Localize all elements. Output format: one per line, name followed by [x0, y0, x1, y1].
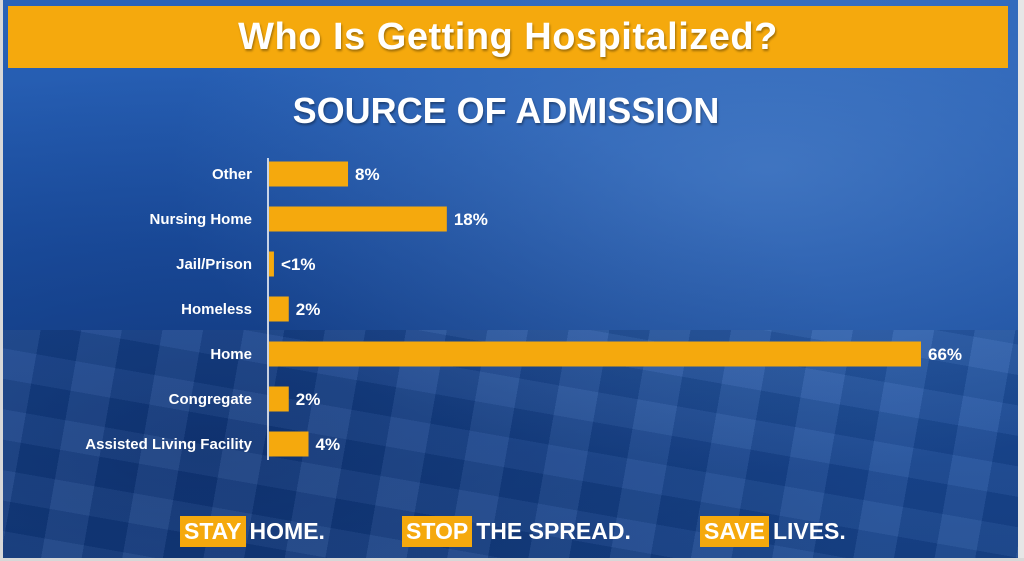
- bar: [269, 386, 289, 412]
- footer-slogans: STAY HOME. STOP THE SPREAD. SAVE LIVES.: [0, 514, 1024, 548]
- data-label: 18%: [454, 210, 488, 229]
- category-label: Congregate: [169, 391, 252, 408]
- category-label: Home: [210, 346, 252, 363]
- slogan-text: LIVES.: [772, 517, 846, 544]
- category-label: Homeless: [181, 301, 252, 318]
- bar: [269, 206, 447, 232]
- bar: [269, 296, 289, 322]
- page-title: Who Is Getting Hospitalized?: [238, 15, 778, 58]
- data-label: 8%: [355, 165, 380, 184]
- frame-bottom: [0, 558, 1024, 561]
- data-label: <1%: [281, 255, 316, 274]
- slogan-highlight: STOP: [402, 515, 473, 547]
- bar-chart: Other 8% Nursing Home 18% Jail/Prison <1% Home…: [85, 158, 962, 460]
- bar: [269, 341, 921, 367]
- frame-right: [1018, 0, 1024, 561]
- category-label: Other: [212, 166, 252, 183]
- slogan-text: THE SPREAD.: [476, 517, 631, 544]
- slogan-highlight: SAVE: [700, 515, 769, 547]
- slogan-highlight: STAY: [180, 515, 246, 547]
- data-label: 4%: [316, 435, 341, 454]
- data-label: 2%: [296, 300, 321, 319]
- bar: [269, 431, 309, 457]
- slogan-stop-the-spread: STOP THE SPREAD.: [402, 514, 631, 548]
- frame-left: [0, 0, 3, 561]
- slogan-stay-home: STAY HOME.: [180, 514, 325, 548]
- bar: [269, 251, 274, 277]
- data-label: 66%: [928, 345, 962, 364]
- category-label: Jail/Prison: [176, 256, 252, 273]
- title-banner: Who Is Getting Hospitalized?: [8, 6, 1008, 68]
- slogan-text: HOME.: [249, 517, 325, 544]
- slogan-save-lives: SAVE LIVES.: [700, 514, 846, 548]
- category-label: Assisted Living Facility: [85, 436, 252, 453]
- data-label: 2%: [296, 390, 321, 409]
- background-floor: [0, 330, 1024, 561]
- bar: [269, 161, 349, 187]
- category-label: Nursing Home: [149, 211, 252, 228]
- chart-title: SOURCE OF ADMISSION: [292, 90, 720, 131]
